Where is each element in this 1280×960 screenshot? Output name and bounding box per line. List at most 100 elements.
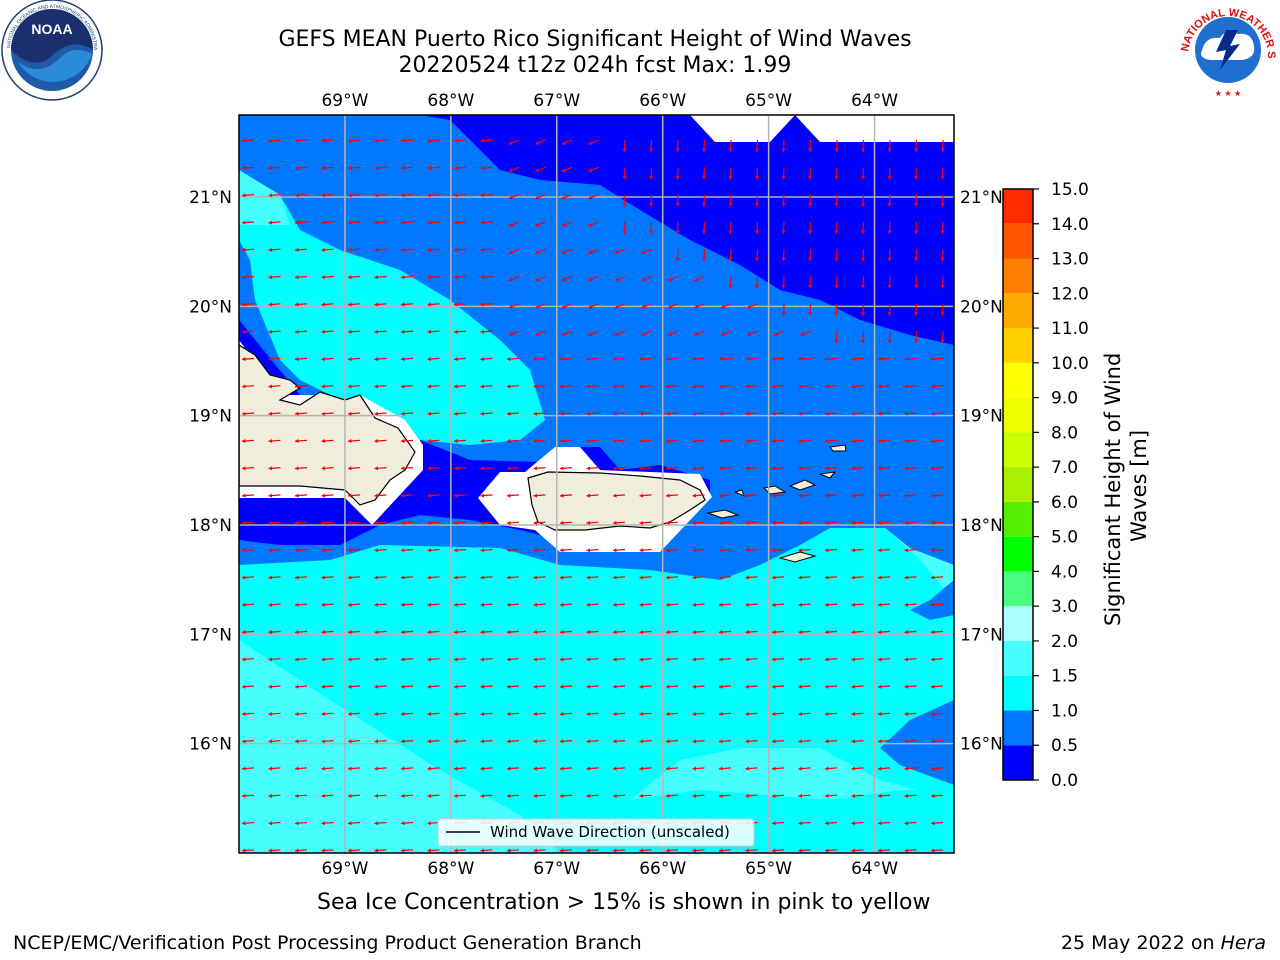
wind-arrow-head <box>904 766 909 771</box>
wind-arrow-head <box>878 466 882 471</box>
wind-arrow-head <box>242 438 246 444</box>
wind-arrow-head <box>374 575 379 580</box>
wind-arrow-head <box>614 304 619 309</box>
wind-arrow-head <box>588 195 593 200</box>
wind-arrow-head <box>904 357 909 362</box>
wind-arrow-head <box>533 438 538 444</box>
wind-arrow-head <box>374 520 379 525</box>
wind-arrow-head <box>861 339 866 344</box>
wind-arrow-head <box>454 302 458 307</box>
wind-arrow-head <box>242 302 246 307</box>
wind-arrow-head <box>772 466 776 471</box>
wind-arrow-head <box>825 766 829 771</box>
wind-arrow-head <box>613 602 617 607</box>
wind-arrow-head <box>348 739 352 744</box>
wind-arrow-head <box>427 739 432 744</box>
wind-arrow-head <box>480 220 485 225</box>
wind-arrow-head <box>720 332 725 336</box>
wind-arrow-head <box>508 250 513 255</box>
wind-arrow-head <box>268 575 273 580</box>
wind-arrow-head <box>719 766 723 771</box>
wind-arrow-head <box>878 684 882 689</box>
wind-arrow-head <box>321 602 326 607</box>
wind-arrow-head <box>242 575 246 580</box>
wind-arrow-head <box>745 575 750 580</box>
wind-arrow-head <box>454 193 458 198</box>
wind-arrow-head <box>321 384 326 389</box>
colorbar-tick-label: 6.0 <box>1051 493 1078 513</box>
wind-arrow-head <box>535 304 540 309</box>
wind-arrow-head <box>904 575 909 580</box>
wind-arrow-head <box>586 602 591 607</box>
wind-arrow-head <box>667 332 672 336</box>
wind-arrow-head <box>427 411 432 416</box>
wind-arrow-head <box>772 711 776 717</box>
wind-arrow-head <box>931 630 935 635</box>
wind-arrow-head <box>401 466 405 471</box>
wind-arrow-head <box>808 230 813 234</box>
wind-arrow-head <box>348 220 352 225</box>
wave-band-0.0-0.5 <box>420 115 954 345</box>
wind-arrow-head <box>480 384 485 389</box>
colorbar-segment <box>1003 467 1033 502</box>
wind-arrow-head <box>772 684 776 689</box>
wind-arrow-head <box>268 275 273 280</box>
wind-arrow-head <box>851 548 856 553</box>
wind-arrow-head <box>268 848 273 853</box>
wind-arrow-head <box>878 357 882 362</box>
wind-arrow-head <box>613 466 617 471</box>
wind-arrow-head <box>427 548 432 553</box>
wind-arrow-head <box>666 630 670 635</box>
wind-arrow-head <box>321 575 326 580</box>
wind-arrow-head <box>374 220 379 225</box>
wind-arrow-head <box>401 548 405 553</box>
wind-arrow-head <box>348 165 352 171</box>
wind-arrow-head <box>719 711 723 717</box>
wind-arrow-head <box>348 630 352 635</box>
wind-arrow-head <box>914 203 919 207</box>
wind-arrow-head <box>321 630 326 635</box>
wind-arrow-head <box>719 548 723 553</box>
sea-ice-caption: Sea Ice Concentration > 15% is shown in … <box>317 890 931 915</box>
wind-arrow-head <box>348 411 352 416</box>
wind-arrow-head <box>586 520 591 525</box>
wind-arrow-head <box>480 165 485 171</box>
map-panel <box>239 115 954 853</box>
wind-arrow-head <box>755 230 760 234</box>
wind-arrow-head <box>692 520 697 525</box>
wind-arrow-head <box>667 304 672 309</box>
wind-arrow-head <box>666 602 670 607</box>
wind-arrow-head <box>904 384 909 389</box>
wind-arrow-head <box>295 220 299 225</box>
wind-arrow-head <box>321 548 326 553</box>
wind-arrow-head <box>454 493 458 498</box>
wind-arrow-head <box>295 711 299 717</box>
wind-arrow-head <box>242 821 246 826</box>
wind-arrow-head <box>454 684 458 689</box>
wind-arrow-head <box>268 821 273 826</box>
wind-arrow-head <box>613 384 617 389</box>
wind-arrow-head <box>694 277 699 282</box>
wind-arrow-head <box>745 411 750 416</box>
wind-arrow-head <box>613 630 617 635</box>
wind-arrow-head <box>878 548 882 553</box>
wind-arrow-head <box>649 175 654 180</box>
wind-arrow-head <box>268 548 273 553</box>
wind-arrow-head <box>321 848 326 853</box>
wind-arrow-head <box>561 140 566 145</box>
wind-arrow-head <box>887 230 892 234</box>
wind-arrow-head <box>719 739 723 744</box>
wind-arrow-head <box>745 357 750 362</box>
wind-arrow-head <box>348 520 352 525</box>
wind-arrow-head <box>639 520 644 525</box>
colorbar-segment <box>1003 710 1033 746</box>
wind-arrow-head <box>904 548 909 553</box>
wind-arrow-head <box>427 220 432 225</box>
wind-arrow-head <box>861 284 866 289</box>
wind-arrow-head <box>931 657 935 662</box>
wind-arrow-head <box>454 602 458 607</box>
wind-arrow-head <box>745 493 750 498</box>
wind-arrow-head <box>745 548 750 553</box>
wind-arrow-head <box>295 793 299 798</box>
wind-arrow-head <box>533 711 538 717</box>
